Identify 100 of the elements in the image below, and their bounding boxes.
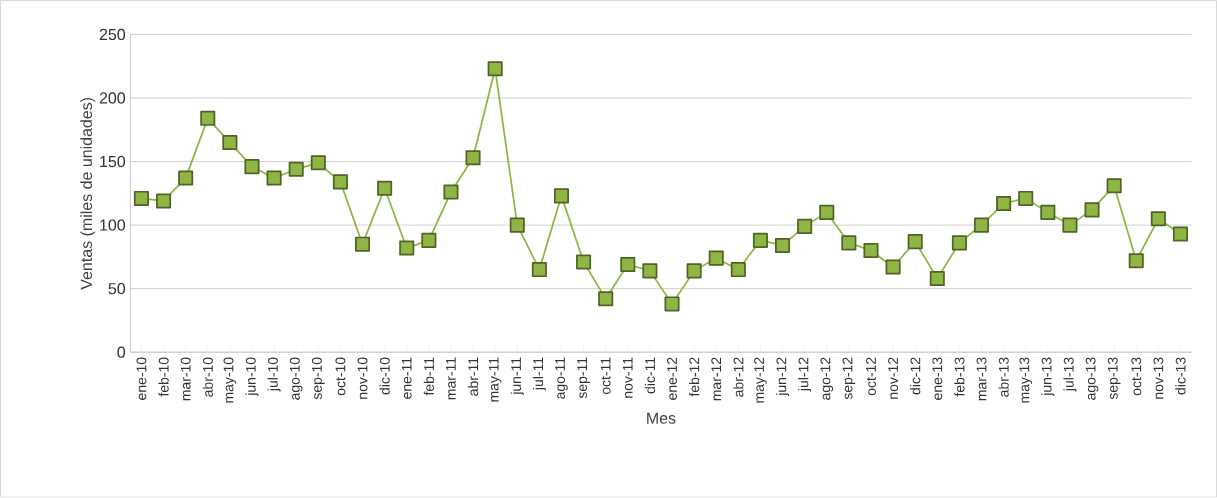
x-tick-label: oct-11	[600, 357, 611, 395]
x-tick-label: feb-13	[954, 357, 965, 397]
point	[730, 262, 746, 278]
x-tick-label: jul-12	[798, 357, 812, 392]
x-tick-label: nov-11	[622, 357, 633, 398]
point	[576, 254, 592, 270]
point	[553, 188, 570, 204]
x-tick-label: nov-10	[357, 357, 368, 399]
point	[598, 291, 614, 307]
point	[332, 174, 348, 190]
x-tick-label: sep-12	[842, 357, 856, 400]
y-tick-label: 50	[108, 283, 126, 295]
x-tick-label: abr-13	[998, 357, 1009, 397]
point	[1106, 178, 1122, 194]
x-tick-label: abr-11	[467, 357, 479, 396]
x-tick-label: feb-12	[688, 357, 700, 397]
point	[973, 217, 990, 233]
point	[1172, 226, 1188, 242]
x-axis-title: Mes	[647, 412, 676, 425]
x-tick-label: ene-11	[401, 357, 412, 400]
point	[841, 235, 857, 251]
point	[1018, 191, 1034, 207]
point	[421, 233, 437, 249]
point	[222, 135, 238, 151]
x-tick-label: dic-13	[1175, 357, 1186, 395]
point	[907, 234, 923, 250]
point	[951, 235, 967, 251]
point	[399, 240, 415, 256]
x-tick-label: may-11	[488, 357, 502, 402]
y-tick-label: 100	[100, 219, 126, 231]
x-tick-label: jul-11	[532, 357, 546, 391]
point	[465, 150, 481, 166]
x-tick-label: ene-12	[667, 357, 677, 401]
x-tick-label: ene-13	[932, 357, 943, 401]
point	[310, 155, 326, 171]
point	[178, 170, 194, 186]
point	[686, 263, 702, 279]
x-tick-label: mar-11	[446, 357, 456, 400]
point	[664, 296, 680, 312]
x-tick-label: ago-11	[555, 357, 568, 400]
x-tick-label: nov-12	[888, 357, 899, 399]
x-tick-label: abr-10	[202, 357, 213, 397]
x-tick-label: nov-13	[1153, 357, 1164, 399]
x-tick-label: may-12	[754, 357, 767, 403]
point	[443, 184, 459, 200]
point	[200, 111, 216, 127]
x-tick-label: feb-11	[423, 357, 434, 396]
x-tick-label: jun-13	[1041, 357, 1055, 397]
y-axis-title: Ventas (miles de unidades)	[80, 98, 96, 290]
x-tick-label: may-13	[1019, 357, 1033, 403]
y-tick-label: 0	[117, 346, 126, 359]
point	[708, 250, 724, 266]
x-tick-label: oct-10	[335, 357, 346, 396]
point	[642, 263, 658, 279]
point	[531, 262, 547, 278]
x-tick-label: dic-12	[910, 357, 921, 395]
point	[244, 159, 260, 175]
point	[996, 196, 1012, 212]
point	[156, 193, 172, 209]
x-tick-label: sep-11	[577, 357, 590, 399]
x-tick-label: dic-10	[379, 357, 390, 395]
x-tick-label: mar-10	[180, 357, 191, 401]
x-tick-label: jun-11	[510, 357, 524, 396]
x-tick-label: oct-12	[866, 357, 876, 396]
x-tick-label: abr-12	[733, 357, 744, 397]
x-tick-label: oct-13	[1131, 357, 1142, 396]
point	[1062, 217, 1078, 233]
x-tick-label: sep-13	[1107, 357, 1121, 400]
x-tick-label: ene-10	[136, 357, 147, 401]
point	[377, 180, 393, 196]
point	[509, 217, 525, 233]
y-tick-label: 200	[99, 92, 126, 104]
point	[885, 259, 901, 275]
point	[288, 161, 304, 177]
x-tick-label: jul-10	[267, 357, 281, 392]
x-tick-label: dic-11	[644, 357, 656, 394]
x-tick-label: mar-13	[976, 357, 987, 401]
point	[752, 233, 768, 249]
y-tick-label: 150	[100, 156, 126, 168]
point	[1150, 211, 1166, 227]
point	[487, 61, 503, 77]
point	[929, 271, 945, 287]
point	[797, 219, 813, 235]
point	[863, 243, 879, 259]
point	[1084, 202, 1100, 218]
point	[266, 170, 282, 186]
x-tick-label: sep-10	[311, 357, 325, 400]
point	[819, 205, 835, 221]
point	[775, 238, 791, 254]
x-tick-label: ago-12	[820, 357, 834, 401]
x-tick-label: jun-10	[245, 357, 259, 397]
point	[133, 191, 149, 207]
x-tick-label: may-10	[223, 357, 237, 403]
x-tick-label: jul-13	[1063, 357, 1077, 392]
x-tick-label: ago-13	[1085, 357, 1099, 401]
x-tick-label: jun-12	[776, 357, 790, 397]
point	[1128, 253, 1144, 269]
point	[620, 257, 636, 273]
y-tick-label: 250	[99, 29, 126, 41]
x-tick-label: mar-12	[711, 357, 722, 401]
